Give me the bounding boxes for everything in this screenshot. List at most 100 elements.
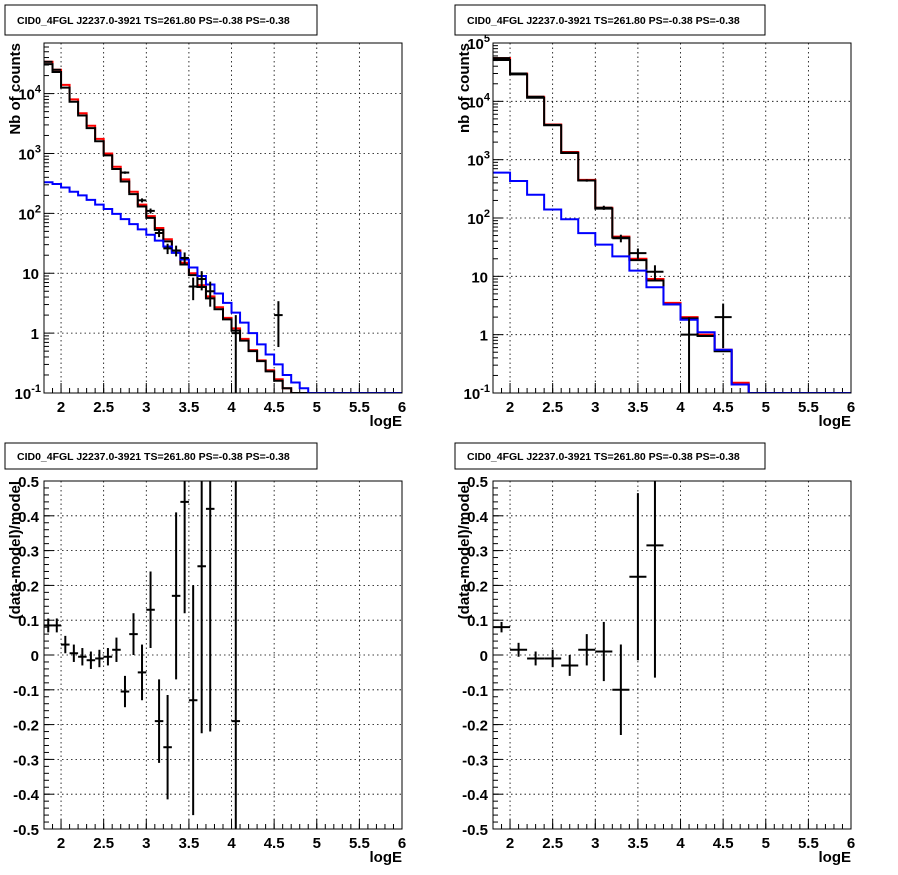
- title-box: [4, 442, 318, 470]
- data-layer: [44, 481, 241, 829]
- x-tick-label: 5: [313, 399, 321, 416]
- y-tick-label: -0.2: [462, 718, 488, 735]
- x-tick-label: 4: [676, 399, 685, 416]
- x-tick-label: 2.5: [542, 399, 563, 416]
- x-tick-label: 3: [591, 835, 599, 852]
- y-tick-label: 0.2: [467, 578, 488, 595]
- y-tick-label: -0.3: [462, 752, 488, 769]
- y-tick-label: -0.4: [13, 787, 40, 804]
- x-tick-label: 5.5: [798, 835, 819, 852]
- chart-title: CID0_4FGL J2237.0-3921 TS=261.80 PS=-0.3…: [17, 15, 290, 27]
- y-tick-label: -0.4: [462, 787, 489, 804]
- x-tick-label: 4.5: [713, 835, 734, 852]
- x-tick-label: 5: [762, 835, 770, 852]
- x-axis-label: logE: [370, 413, 403, 430]
- y-tick-label: 0.3: [467, 544, 488, 561]
- y-tick-label: 104: [467, 91, 491, 111]
- plot-frame: [43, 42, 403, 394]
- y-tick-label: 10: [22, 266, 39, 283]
- y-tick-label: -0.5: [13, 822, 39, 839]
- y-tick-label: 0.1: [467, 613, 488, 630]
- x-tick-label: 4.5: [713, 399, 734, 416]
- x-tick-label: 6: [398, 835, 406, 852]
- title-box: [4, 4, 318, 36]
- y-tick-label: 0.4: [467, 509, 489, 526]
- y-tick-label: 1: [31, 326, 39, 343]
- x-tick-label: 2: [506, 835, 514, 852]
- x-axis-label: logE: [819, 849, 852, 866]
- x-tick-label: 3.5: [627, 835, 648, 852]
- x-tick-label: 5.5: [349, 835, 370, 852]
- data-layer: [44, 60, 402, 393]
- x-tick-label: 6: [847, 835, 855, 852]
- y-tick-label: 0.5: [18, 474, 39, 491]
- y-tick-label: 105: [467, 33, 490, 53]
- y-tick-label: -0.5: [462, 822, 488, 839]
- x-tick-label: 3.5: [627, 399, 648, 416]
- y-tick-label: 10-1: [15, 383, 41, 403]
- x-tick-label: 4: [676, 835, 685, 852]
- chart-title: CID0_4FGL J2237.0-3921 TS=261.80 PS=-0.3…: [467, 451, 740, 463]
- x-tick-label: 2: [57, 835, 65, 852]
- title-box: [454, 4, 766, 36]
- plot-frame: [492, 42, 852, 394]
- data-layer: [493, 481, 664, 736]
- y-tick-label: -0.1: [462, 683, 488, 700]
- y-tick-label: 103: [18, 143, 41, 163]
- y-axis-label: Nb of counts: [7, 43, 24, 135]
- x-tick-label: 4.5: [264, 399, 285, 416]
- y-tick-label: 0.2: [18, 578, 39, 595]
- y-tick-label: 0.5: [467, 474, 488, 491]
- x-tick-label: 5: [762, 399, 770, 416]
- x-tick-label: 6: [847, 399, 855, 416]
- x-tick-label: 3: [591, 399, 599, 416]
- y-tick-label: 0.3: [18, 544, 39, 561]
- title-box: [454, 442, 766, 470]
- x-tick-label: 2: [506, 399, 514, 416]
- x-tick-label: 3.5: [178, 399, 199, 416]
- x-tick-label: 5: [313, 835, 321, 852]
- x-axis-label: logE: [370, 849, 403, 866]
- x-tick-label: 3: [142, 399, 150, 416]
- x-tick-label: 2.5: [93, 835, 114, 852]
- x-tick-label: 5.5: [349, 399, 370, 416]
- plot-frame: [43, 480, 403, 830]
- chart-panel-4: 2 2.5 3 3.5 4 4.5 5 5.5 6 -0.5 -0.4 -0.3 -0.2 -0.1 0 0.…: [454, 442, 855, 866]
- series-step-1: [493, 57, 851, 393]
- plot-frame: [492, 480, 852, 830]
- x-tick-label: 3.5: [178, 835, 199, 852]
- y-axis-label: (data-model)/model: [456, 481, 473, 619]
- y-tick-label: -0.1: [13, 683, 39, 700]
- data-layer: [493, 57, 851, 393]
- x-axis-label: logE: [819, 413, 852, 430]
- x-tick-label: 2: [57, 399, 65, 416]
- y-tick-label: -0.3: [13, 752, 39, 769]
- y-tick-label: 0.4: [18, 509, 40, 526]
- chart-panel-3: 2 2.5 3 3.5 4 4.5 5 5.5 6 -0.5 -0.4 -0.3 -0.2 -0.1 0 0.…: [4, 442, 406, 866]
- x-tick-label: 4: [227, 835, 236, 852]
- chart-title: CID0_4FGL J2237.0-3921 TS=261.80 PS=-0.3…: [467, 15, 740, 27]
- chart-title: CID0_4FGL J2237.0-3921 TS=261.80 PS=-0.3…: [17, 451, 290, 463]
- series-step-3: [493, 171, 851, 393]
- y-tick-label: 10: [471, 269, 488, 286]
- y-tick-label: 102: [467, 208, 490, 228]
- y-axis-label: (data-model)/model: [7, 481, 24, 619]
- y-tick-label: 0: [31, 648, 39, 665]
- x-tick-label: 2.5: [542, 835, 563, 852]
- x-tick-label: 4: [227, 399, 236, 416]
- y-tick-label: 1: [480, 328, 488, 345]
- chart-panel-1: 2 2.5 3 3.5 4 4.5 5 5.5 6 10-1 1 10 102 103 104 CID0_4F…: [4, 4, 406, 430]
- x-tick-label: 5.5: [798, 399, 819, 416]
- x-tick-label: 6: [398, 399, 406, 416]
- y-tick-label: 104: [18, 84, 42, 104]
- y-tick-label: 10-1: [464, 383, 490, 403]
- series-step-2: [493, 59, 851, 393]
- series-step-3: [44, 181, 402, 393]
- series-step-1: [44, 60, 402, 393]
- y-tick-label: 102: [18, 203, 41, 223]
- y-tick-label: 103: [467, 150, 490, 170]
- y-tick-label: 0.1: [18, 613, 39, 630]
- y-tick-label: 0: [480, 648, 488, 665]
- chart-panel-2: 2 2.5 3 3.5 4 4.5 5 5.5 6 10-1 1 10 102 103 104 105 CID0…: [454, 4, 855, 430]
